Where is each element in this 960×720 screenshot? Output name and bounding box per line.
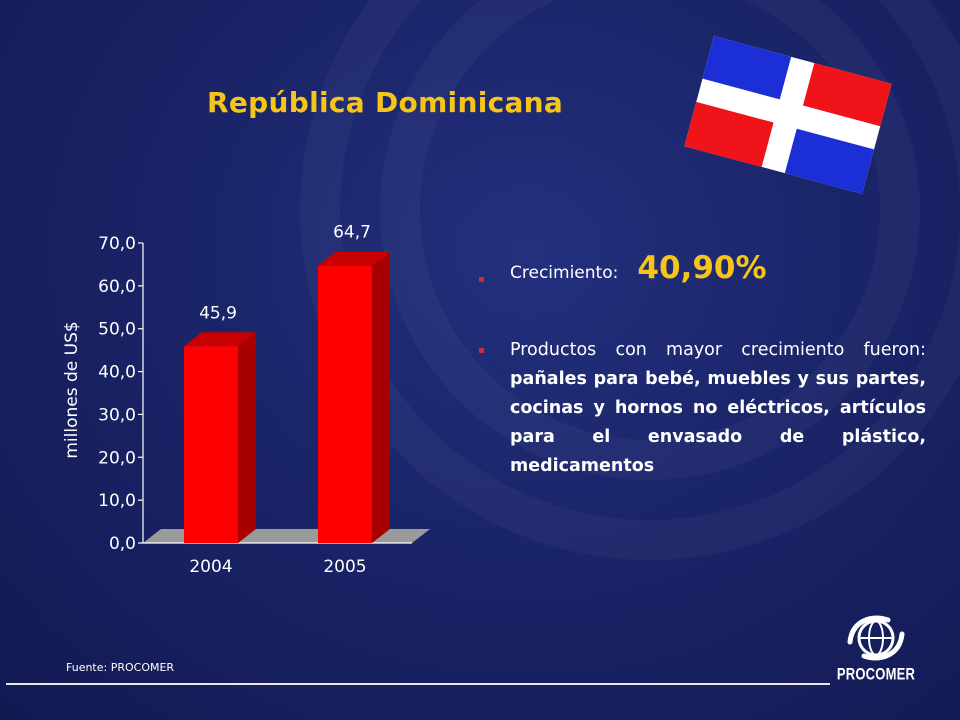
y-tick-label: 40,0 [98,363,136,383]
globe-icon [847,615,905,661]
bullet-square-icon [479,277,484,282]
bar-side [372,251,390,543]
footer-divider [6,683,830,685]
dominican-flag [684,36,892,194]
growth-item: Crecimiento: 40,90% [476,250,926,298]
products-item: Productos con mayor crecimiento fueron: … [476,336,926,481]
flag-quarter-bottom-right [784,128,875,194]
bar-top [184,332,256,347]
y-tick-label: 10,0 [98,491,136,511]
growth-value: 40,90% [637,250,767,286]
page-title: República Dominicana [207,86,564,119]
y-tick-label: 50,0 [98,320,136,340]
logo-wordmark: PROCOMER [836,663,916,684]
y-axis-label: millones de US$ [62,321,82,458]
data-label: 45,9 [199,303,237,323]
y-tick-label: 60,0 [98,277,136,297]
source-note: Fuente: PROCOMER [66,661,175,674]
highlights-list: Crecimiento: 40,90% Productos con mayor … [476,250,926,481]
flag-quarter-bottom-left [684,101,774,167]
bullet-square-icon [479,348,484,353]
y-tick-label: 0,0 [109,534,136,554]
products-list: pañales para bebé, muebles y sus partes,… [510,369,926,476]
growth-label: Crecimiento: [510,263,619,283]
products-prefix: Productos con mayor crecimiento fueron: [510,340,926,360]
y-tick-label: 70,0 [98,234,136,254]
bar-top [318,251,390,266]
x-tick-label: 2005 [323,557,366,577]
x-tick-label: 2004 [189,557,232,577]
bar-chart: millones de US$ 0,0 10,0 20,0 30,0 40,0 50,0 6… [62,223,430,577]
bar-2005 [318,265,372,543]
bar-side [238,332,256,543]
flag-quarter-top-left [702,36,792,100]
bar-2004 [184,346,238,543]
flag-quarter-top-right [802,63,892,127]
y-tick-label: 20,0 [98,448,136,468]
data-label: 64,7 [333,223,371,243]
y-tick-label: 30,0 [98,405,136,425]
